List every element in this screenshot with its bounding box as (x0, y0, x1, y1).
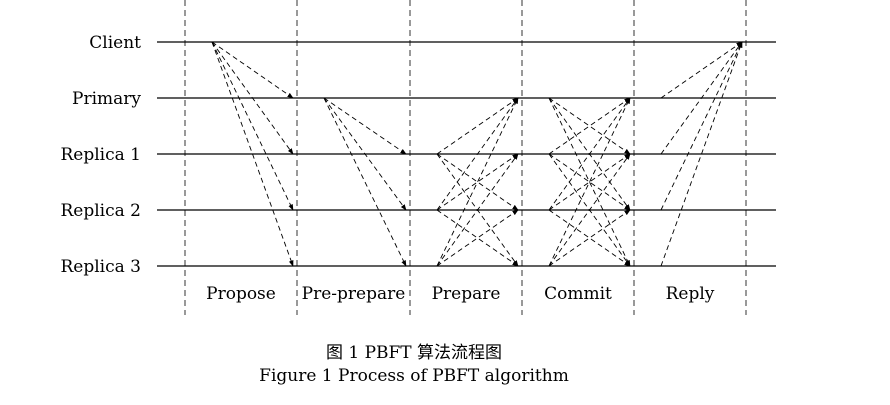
message-arrow-prepare-replica-1-to-replica-2 (436, 153, 519, 211)
message-arrow-reply-replica-1-to-client (660, 41, 743, 155)
message-arrow-pre-prepare-primary-to-replica-1 (323, 97, 407, 155)
message-arrow-pre-prepare-primary-to-replica-3 (323, 97, 407, 267)
message-arrow-commit-replica-3-to-primary (548, 97, 631, 267)
message-arrow-prepare-replica-3-to-primary (436, 97, 519, 267)
message-arrow-commit-replica-3-to-replica-2 (548, 209, 631, 267)
message-arrow-commit-primary-to-replica-3 (548, 97, 631, 267)
figure-caption-english: Figure 1 Process of PBFT algorithm (259, 366, 569, 386)
message-arrow-commit-replica-2-to-replica-3 (548, 209, 631, 267)
message-arrow-commit-replica-2-to-primary (548, 97, 631, 211)
message-arrow-commit-replica-1-to-replica-2 (548, 153, 631, 211)
message-arrow-prepare-replica-3-to-replica-1 (436, 153, 519, 267)
lane-label-client: Client (89, 33, 141, 53)
message-arrow-prepare-replica-1-to-primary (436, 97, 519, 155)
message-arrow-reply-replica-2-to-client (660, 41, 743, 211)
message-arrow-propose-client-to-replica-2 (211, 41, 294, 211)
phase-label-prepare: Prepare (432, 284, 501, 304)
lane-label-primary: Primary (72, 89, 141, 109)
lane-label-replica-2: Replica 2 (61, 201, 142, 221)
message-arrow-prepare-replica-3-to-replica-2 (436, 209, 519, 267)
message-arrow-pre-prepare-primary-to-replica-2 (323, 97, 407, 211)
message-arrow-commit-replica-3-to-replica-1 (548, 153, 631, 267)
message-arrow-prepare-replica-2-to-replica-3 (436, 209, 519, 267)
phase-label-pre-prepare: Pre-prepare (302, 284, 406, 304)
message-arrow-reply-primary-to-client (660, 41, 743, 99)
phase-separators (184, 0, 747, 315)
message-arrow-propose-client-to-replica-1 (211, 41, 294, 155)
message-arrows (211, 41, 743, 267)
message-arrow-propose-client-to-replica-3 (211, 41, 294, 267)
message-arrow-propose-client-to-primary (211, 41, 294, 99)
message-arrow-prepare-replica-2-to-primary (436, 97, 519, 211)
message-arrow-reply-replica-3-to-client (660, 41, 743, 267)
phase-labels: Propose Pre-prepare Prepare Commit Reply (206, 284, 715, 304)
figure-caption-chinese: 图 1 PBFT 算法流程图 (325, 343, 503, 363)
message-arrow-commit-primary-to-replica-1 (548, 97, 631, 155)
pbft-diagram: Client Primary Replica 1 Replica 2 Replica 3… (61, 0, 776, 315)
message-arrow-commit-replica-1-to-primary (548, 97, 631, 155)
message-arrow-prepare-replica-2-to-replica-1 (436, 153, 519, 211)
lane-label-replica-3: Replica 3 (61, 257, 142, 277)
phase-label-reply: Reply (666, 284, 715, 304)
message-arrow-commit-replica-2-to-replica-1 (548, 153, 631, 211)
phase-label-propose: Propose (206, 284, 276, 304)
node-lanes (157, 41, 776, 267)
phase-label-commit: Commit (544, 284, 612, 304)
lane-label-replica-1: Replica 1 (61, 145, 142, 165)
node-labels: Client Primary Replica 1 Replica 2 Replica 3 (61, 33, 142, 277)
